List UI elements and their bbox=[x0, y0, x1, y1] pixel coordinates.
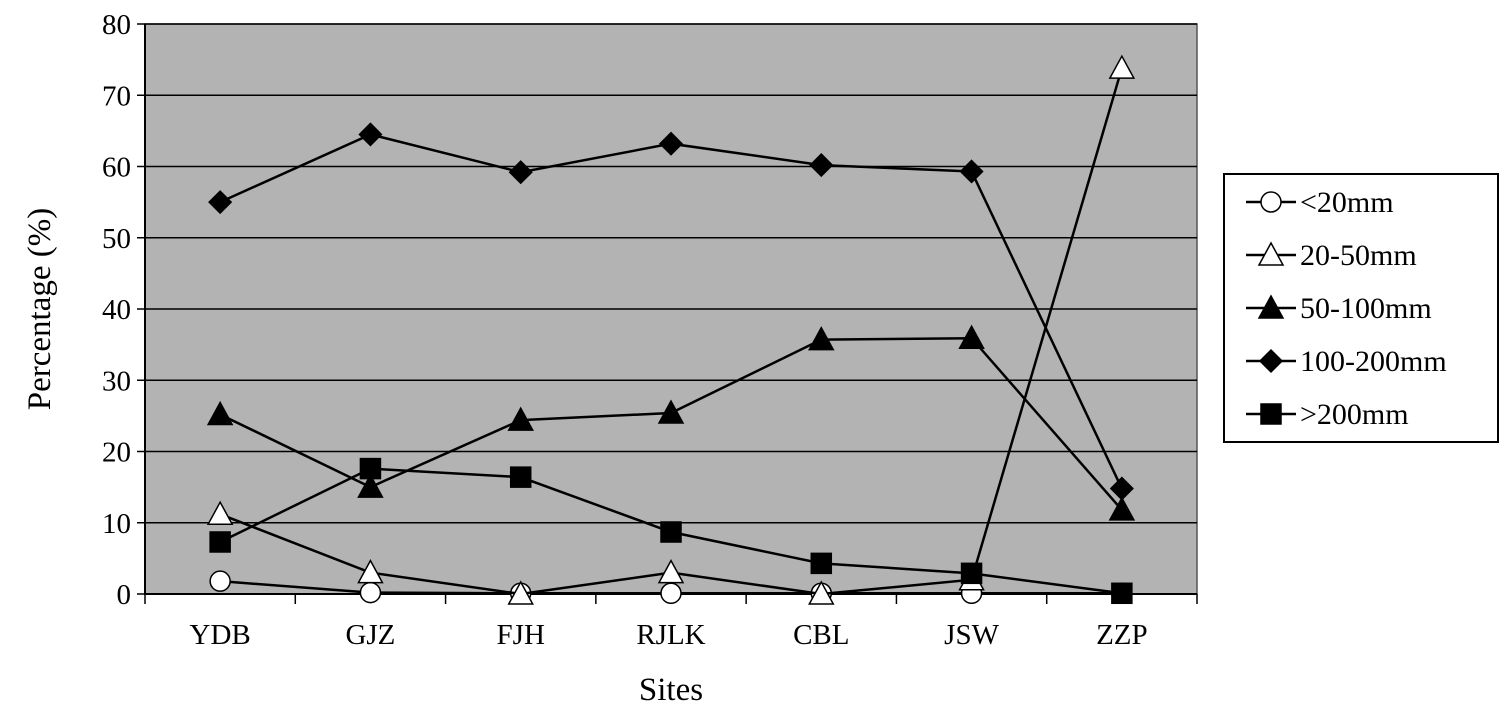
data-point bbox=[209, 531, 231, 553]
data-point bbox=[507, 580, 534, 605]
data-point bbox=[208, 190, 233, 215]
data-point bbox=[660, 582, 682, 605]
legend-label: 20-50mm bbox=[1300, 239, 1417, 272]
legend-item: 50-100mm bbox=[1246, 292, 1432, 325]
y-tick-label: 20 bbox=[102, 437, 131, 469]
legend-item: >200mm bbox=[1246, 398, 1409, 431]
x-tick-label: ZZP bbox=[1096, 619, 1148, 651]
data-point bbox=[507, 406, 534, 431]
legend-label: 100-200mm bbox=[1300, 345, 1447, 378]
legend-item: 20-50mm bbox=[1246, 239, 1417, 272]
data-point bbox=[658, 131, 684, 156]
data-point bbox=[357, 473, 384, 498]
data-point bbox=[657, 399, 685, 424]
data-point bbox=[958, 324, 985, 349]
data-point bbox=[810, 552, 833, 575]
data-point bbox=[359, 581, 382, 604]
data-point bbox=[357, 559, 384, 584]
legend-marker bbox=[1257, 294, 1285, 319]
legend-item: <20mm bbox=[1246, 186, 1394, 219]
x-axis-title: Sites bbox=[639, 672, 703, 708]
data-point bbox=[657, 559, 685, 584]
data-point bbox=[1108, 54, 1136, 79]
legend-label: 50-100mm bbox=[1300, 292, 1432, 325]
legend-label: >200mm bbox=[1300, 398, 1409, 431]
axis-labels: 0 10 20 30 40 50 60 70 80 YDB GJZ FJH RJLK CBL JSW ZZP bbox=[102, 9, 1148, 651]
data-point bbox=[359, 457, 382, 480]
data-point bbox=[1108, 496, 1136, 521]
data-point bbox=[206, 500, 234, 525]
y-tick-label: 50 bbox=[102, 223, 131, 255]
data-point bbox=[508, 160, 533, 185]
data-point bbox=[209, 570, 231, 592]
x-tick-label: YDB bbox=[190, 619, 251, 651]
y-tick-label: 30 bbox=[102, 365, 131, 397]
x-tick-label: CBL bbox=[793, 619, 849, 651]
legend-label: <20mm bbox=[1300, 186, 1394, 219]
data-point bbox=[809, 153, 834, 178]
data-point bbox=[959, 159, 984, 184]
y-tick-label: 80 bbox=[102, 9, 131, 41]
legend-marker bbox=[1260, 191, 1282, 213]
data-point bbox=[206, 400, 234, 426]
data-point bbox=[960, 562, 983, 585]
x-tick-label: FJH bbox=[497, 619, 545, 651]
data-point bbox=[509, 466, 532, 488]
y-tick-label: 60 bbox=[102, 152, 131, 184]
series-4 bbox=[209, 457, 1133, 605]
legend: <20mm 20-50mm 50-100mm 100-200mm >200mm bbox=[1223, 173, 1499, 443]
series-2 bbox=[206, 324, 1136, 521]
x-tick-label: GJZ bbox=[345, 619, 395, 651]
series-3 bbox=[208, 122, 1134, 501]
legend-item: 100-200mm bbox=[1246, 345, 1447, 378]
legend-marker bbox=[1258, 348, 1284, 374]
gridlines bbox=[145, 23, 1197, 524]
legend-marker bbox=[1257, 241, 1285, 266]
x-tick-label: JSW bbox=[944, 619, 999, 651]
data-point bbox=[1109, 476, 1134, 501]
data-point bbox=[660, 521, 682, 543]
data-point bbox=[358, 122, 383, 147]
data-point bbox=[1111, 582, 1133, 605]
y-tick-label: 10 bbox=[102, 508, 131, 540]
data-point bbox=[808, 580, 835, 605]
series-layer bbox=[206, 54, 1136, 605]
x-tick-label: RJLK bbox=[636, 619, 705, 651]
y-axis-title: Percentage (%) bbox=[22, 208, 58, 410]
y-tick-label: 70 bbox=[102, 80, 131, 112]
legend-marker bbox=[1260, 403, 1282, 425]
y-tick-label: 40 bbox=[102, 294, 131, 326]
data-point bbox=[808, 326, 835, 351]
y-tick-label: 0 bbox=[117, 579, 132, 611]
